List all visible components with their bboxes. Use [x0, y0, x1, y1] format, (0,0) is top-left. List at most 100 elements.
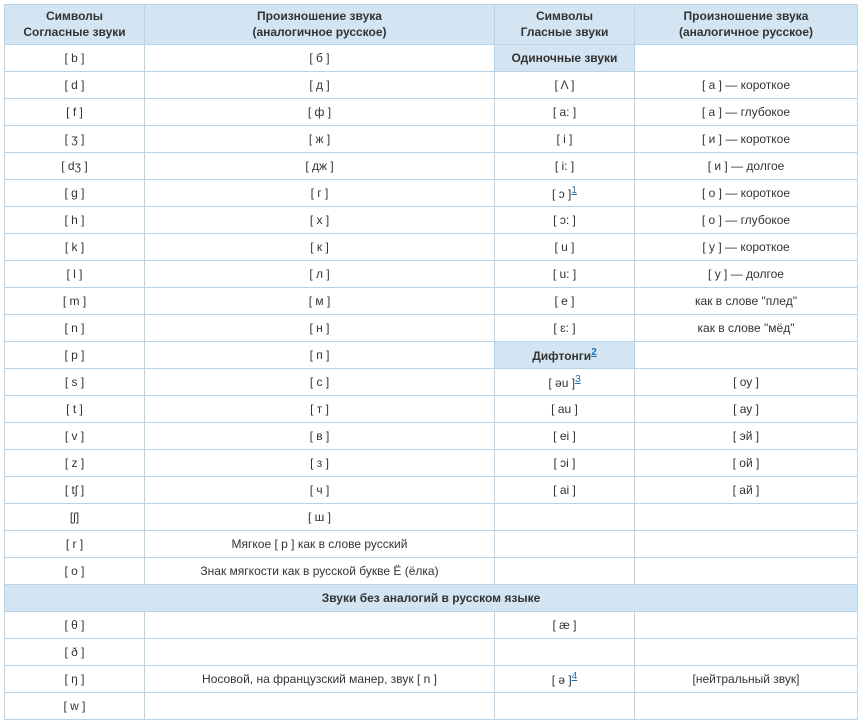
vowel-symbol: [ i: ] [495, 153, 635, 180]
consonant-pronunciation: [ т ] [145, 396, 495, 423]
pronunciation [145, 639, 495, 666]
consonant-pronunciation: [ ж ] [145, 126, 495, 153]
vowel-symbol: [ ɔ ]1 [495, 180, 635, 207]
header-text: Согласные звуки [23, 25, 125, 39]
consonant-symbol: [ m ] [5, 288, 145, 315]
consonant-symbol: [ tʃ ] [5, 477, 145, 504]
vowel-symbol: [ u ] [495, 234, 635, 261]
vowel-symbol [495, 504, 635, 531]
vowel-pronunciation: как в слове "мёд" [635, 315, 858, 342]
table-row: [ θ ][ æ ] [5, 612, 858, 639]
header-text: Символы [46, 9, 103, 23]
consonant-symbol: [ k ] [5, 234, 145, 261]
table-row: [ ʒ ][ ж ][ i ][ и ] — короткое [5, 126, 858, 153]
consonant-symbol: [ s ] [5, 369, 145, 396]
symbol [495, 639, 635, 666]
consonant-pronunciation: [ м ] [145, 288, 495, 315]
vowel-pronunciation [635, 531, 858, 558]
vowel-pronunciation: [ эй ] [635, 423, 858, 450]
table-row: [ k ][ к ][ u ][ у ] — короткое [5, 234, 858, 261]
footnote-link[interactable]: 1 [571, 185, 577, 196]
consonant-pronunciation: [ с ] [145, 369, 495, 396]
footnote-link[interactable]: 3 [575, 374, 581, 385]
table-row: [ t ][ т ][ au ][ ау ] [5, 396, 858, 423]
table-row: [ tʃ ][ ч ][ ai ][ ай ] [5, 477, 858, 504]
footnote-link[interactable]: 4 [572, 671, 578, 682]
symbol: [ ə ]4 [495, 666, 635, 693]
vowel-symbol: [ i ] [495, 126, 635, 153]
consonant-pronunciation: [ х ] [145, 207, 495, 234]
vowel-pronunciation [635, 558, 858, 585]
consonant-pronunciation: [ н ] [145, 315, 495, 342]
consonant-symbol: [ n ] [5, 315, 145, 342]
consonant-pronunciation: [ ш ] [145, 504, 495, 531]
pronunciation: Носовой, на французский манер, звук [ n … [145, 666, 495, 693]
vowel-pronunciation: [ о ] — глубокое [635, 207, 858, 234]
vowel-symbol: [ ai ] [495, 477, 635, 504]
footnote-link[interactable]: 2 [591, 347, 597, 358]
pronunciation [635, 612, 858, 639]
header-text: Символы [536, 9, 593, 23]
consonant-pronunciation: [ п ] [145, 342, 495, 369]
section-no-analogies: Звуки без аналогий в русском языке [5, 585, 858, 612]
header-text: Произношение звука [257, 9, 382, 23]
subheader-diphthongs: Дифтонги2 [495, 342, 635, 369]
vowel-pronunciation: [ и ] — короткое [635, 126, 858, 153]
consonant-symbol: [ f ] [5, 99, 145, 126]
vowel-pronunciation: [ о ] — короткое [635, 180, 858, 207]
consonant-symbol: [ z ] [5, 450, 145, 477]
header-text: Произношение звука [684, 9, 809, 23]
consonant-symbol: [ о ] [5, 558, 145, 585]
symbol: [ ð ] [5, 639, 145, 666]
vowel-pronunciation: [ а ] — глубокое [635, 99, 858, 126]
consonant-symbol: [ l ] [5, 261, 145, 288]
vowel-pronunciation: как в слове "плед" [635, 288, 858, 315]
table-row: [ l ][ л ][ u: ][ у ] — долгое [5, 261, 858, 288]
symbol: [ ŋ ] [5, 666, 145, 693]
table-row: [ dʒ ][ дж ][ i: ][ и ] — долгое [5, 153, 858, 180]
header-consonant-pronunciation: Произношение звука (аналогичное русское) [145, 5, 495, 45]
consonant-pronunciation: [ б ] [145, 45, 495, 72]
vowel-pronunciation [635, 342, 858, 369]
phonetics-table: Символы Согласные звуки Произношение зву… [4, 4, 858, 720]
consonant-symbol: [ v ] [5, 423, 145, 450]
vowel-pronunciation: [ ау ] [635, 396, 858, 423]
vowel-pronunciation: [ у ] — короткое [635, 234, 858, 261]
table-row: [ f ][ ф ][ a: ][ а ] — глубокое [5, 99, 858, 126]
vowel-pronunciation: [ оу ] [635, 369, 858, 396]
table-row: [ʃ][ ш ] [5, 504, 858, 531]
vowel-symbol: [ ɛ: ] [495, 315, 635, 342]
pronunciation [145, 612, 495, 639]
vowel-pronunciation: [ ай ] [635, 477, 858, 504]
vowel-symbol: [ əu ]3 [495, 369, 635, 396]
pronunciation: [нейтральный звук] [635, 666, 858, 693]
table-row: [ m ][ м ][ e ]как в слове "плед" [5, 288, 858, 315]
consonant-pronunciation: Знак мягкости как в русской букве Ё (ёлк… [145, 558, 495, 585]
pronunciation [635, 693, 858, 720]
vowel-pronunciation: [ ой ] [635, 450, 858, 477]
vowel-symbol: [ e ] [495, 288, 635, 315]
consonant-pronunciation: [ л ] [145, 261, 495, 288]
symbol: [ æ ] [495, 612, 635, 639]
header-text: Гласные звуки [521, 25, 609, 39]
consonant-symbol: [ b ] [5, 45, 145, 72]
table-row: [ v ][ в ][ ei ][ эй ] [5, 423, 858, 450]
consonant-symbol: [ t ] [5, 396, 145, 423]
symbol: [ w ] [5, 693, 145, 720]
consonant-pronunciation: [ дж ] [145, 153, 495, 180]
symbol [495, 693, 635, 720]
consonant-pronunciation: [ в ] [145, 423, 495, 450]
consonant-symbol: [ dʒ ] [5, 153, 145, 180]
table-row: [ r ]Мягкое [ р ] как в слове русский [5, 531, 858, 558]
consonant-pronunciation: [ з ] [145, 450, 495, 477]
header-text: (аналогичное русское) [679, 25, 813, 39]
consonant-pronunciation: [ г ] [145, 180, 495, 207]
vowel-symbol: [ ɔ: ] [495, 207, 635, 234]
consonant-symbol: [ʃ] [5, 504, 145, 531]
table-row: [ ð ] [5, 639, 858, 666]
table-row: [ w ] [5, 693, 858, 720]
consonant-pronunciation: [ ч ] [145, 477, 495, 504]
header-consonant-symbols: Символы Согласные звуки [5, 5, 145, 45]
vowel-pronunciation [635, 504, 858, 531]
consonant-symbol: [ p ] [5, 342, 145, 369]
